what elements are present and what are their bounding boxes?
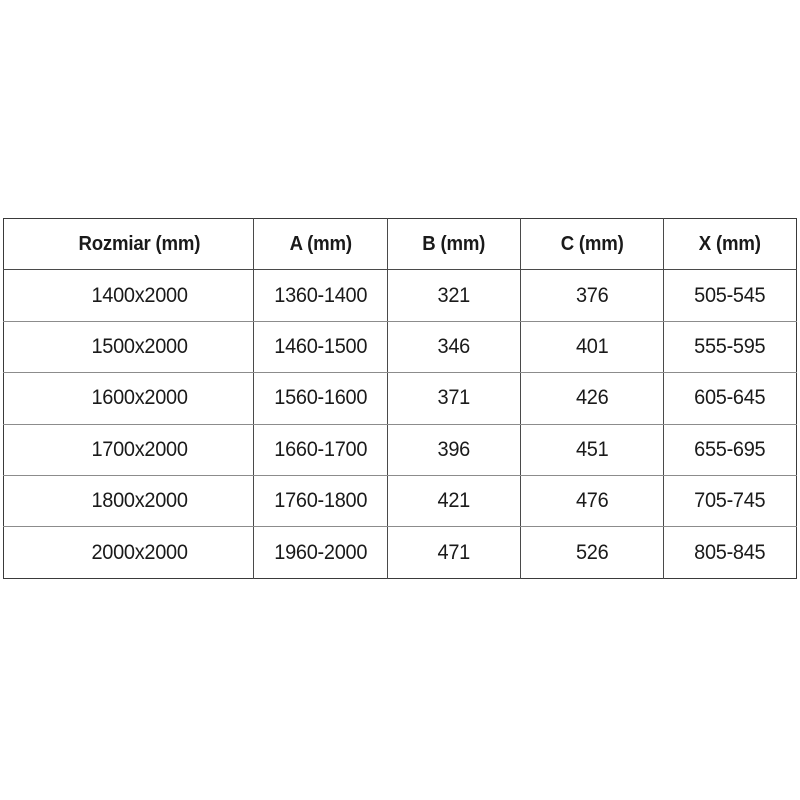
cell-b: 371 bbox=[390, 372, 518, 425]
cell-a: 1460-1500 bbox=[257, 321, 385, 374]
column-header-rozmiar: Rozmiar (mm) bbox=[12, 218, 246, 271]
specification-table-container: Rozmiar (mm) A (mm) B (mm) C (mm) X (mm)… bbox=[3, 218, 797, 579]
cell-x: 805-845 bbox=[694, 540, 766, 564]
cell-a: 1660-1700 bbox=[257, 424, 385, 476]
table-row: 1700x2000 1660-1700 396 451 655-695 bbox=[4, 424, 797, 476]
cell-x: 705-745 bbox=[666, 475, 794, 528]
column-header-x: X (mm) bbox=[667, 218, 792, 271]
cell-x: 555-595 bbox=[666, 321, 794, 374]
cell-rozmiar: 2000x2000 bbox=[9, 526, 248, 579]
cell-b: 346 bbox=[390, 321, 518, 374]
cell-b: 421 bbox=[390, 475, 518, 528]
table-header-row: Rozmiar (mm) A (mm) B (mm) C (mm) X (mm) bbox=[4, 218, 797, 271]
column-header-a: A (mm) bbox=[258, 218, 383, 271]
cell-x: 505-545 bbox=[666, 269, 794, 322]
cell-c: 426 bbox=[524, 372, 660, 425]
cell-rozmiar: 1600x2000 bbox=[9, 372, 248, 425]
cell-rozmiar: 1400x2000 bbox=[9, 269, 248, 322]
cell-b: 396 bbox=[390, 424, 518, 476]
cell-c: 451 bbox=[524, 424, 660, 476]
cell-c: 476 bbox=[524, 475, 660, 528]
table-header: Rozmiar (mm) A (mm) B (mm) C (mm) X (mm) bbox=[4, 218, 797, 271]
cell-c: 401 bbox=[524, 321, 660, 374]
cell-c: 376 bbox=[524, 269, 660, 322]
table-row: 1800x2000 1760-1800 421 476 705-745 bbox=[4, 475, 797, 528]
cell-x: 655-695 bbox=[666, 424, 794, 476]
cell-b: 471 bbox=[390, 526, 518, 579]
cell-b: 321 bbox=[390, 269, 518, 322]
column-header-c: C (mm) bbox=[525, 218, 659, 271]
specification-table: Rozmiar (mm) A (mm) B (mm) C (mm) X (mm)… bbox=[3, 218, 797, 579]
column-header-b: B (mm) bbox=[391, 218, 517, 271]
table-row: 1500x2000 1460-1500 346 401 555-595 bbox=[4, 321, 797, 374]
table-row: 1600x2000 1560-1600 371 426 605-645 bbox=[4, 372, 797, 425]
table-row: 1400x2000 1360-1400 321 376 505-545 bbox=[4, 269, 797, 322]
cell-c: 526 bbox=[524, 526, 660, 579]
table-row: 2000x2000 1960-2000 471 526 805-845 bbox=[4, 526, 797, 579]
cell-rozmiar: 1800x2000 bbox=[9, 475, 248, 528]
cell-a: 1960-2000 bbox=[257, 526, 385, 579]
cell-a: 1360-1400 bbox=[257, 269, 385, 322]
cell-rozmiar: 1500x2000 bbox=[9, 321, 248, 374]
cell-a: 1760-1800 bbox=[257, 475, 385, 528]
cell-a: 1560-1600 bbox=[257, 372, 385, 425]
cell-rozmiar: 1700x2000 bbox=[9, 424, 248, 476]
cell-x: 605-645 bbox=[666, 372, 794, 425]
table-body: 1400x2000 1360-1400 321 376 505-545 1500… bbox=[4, 269, 797, 579]
